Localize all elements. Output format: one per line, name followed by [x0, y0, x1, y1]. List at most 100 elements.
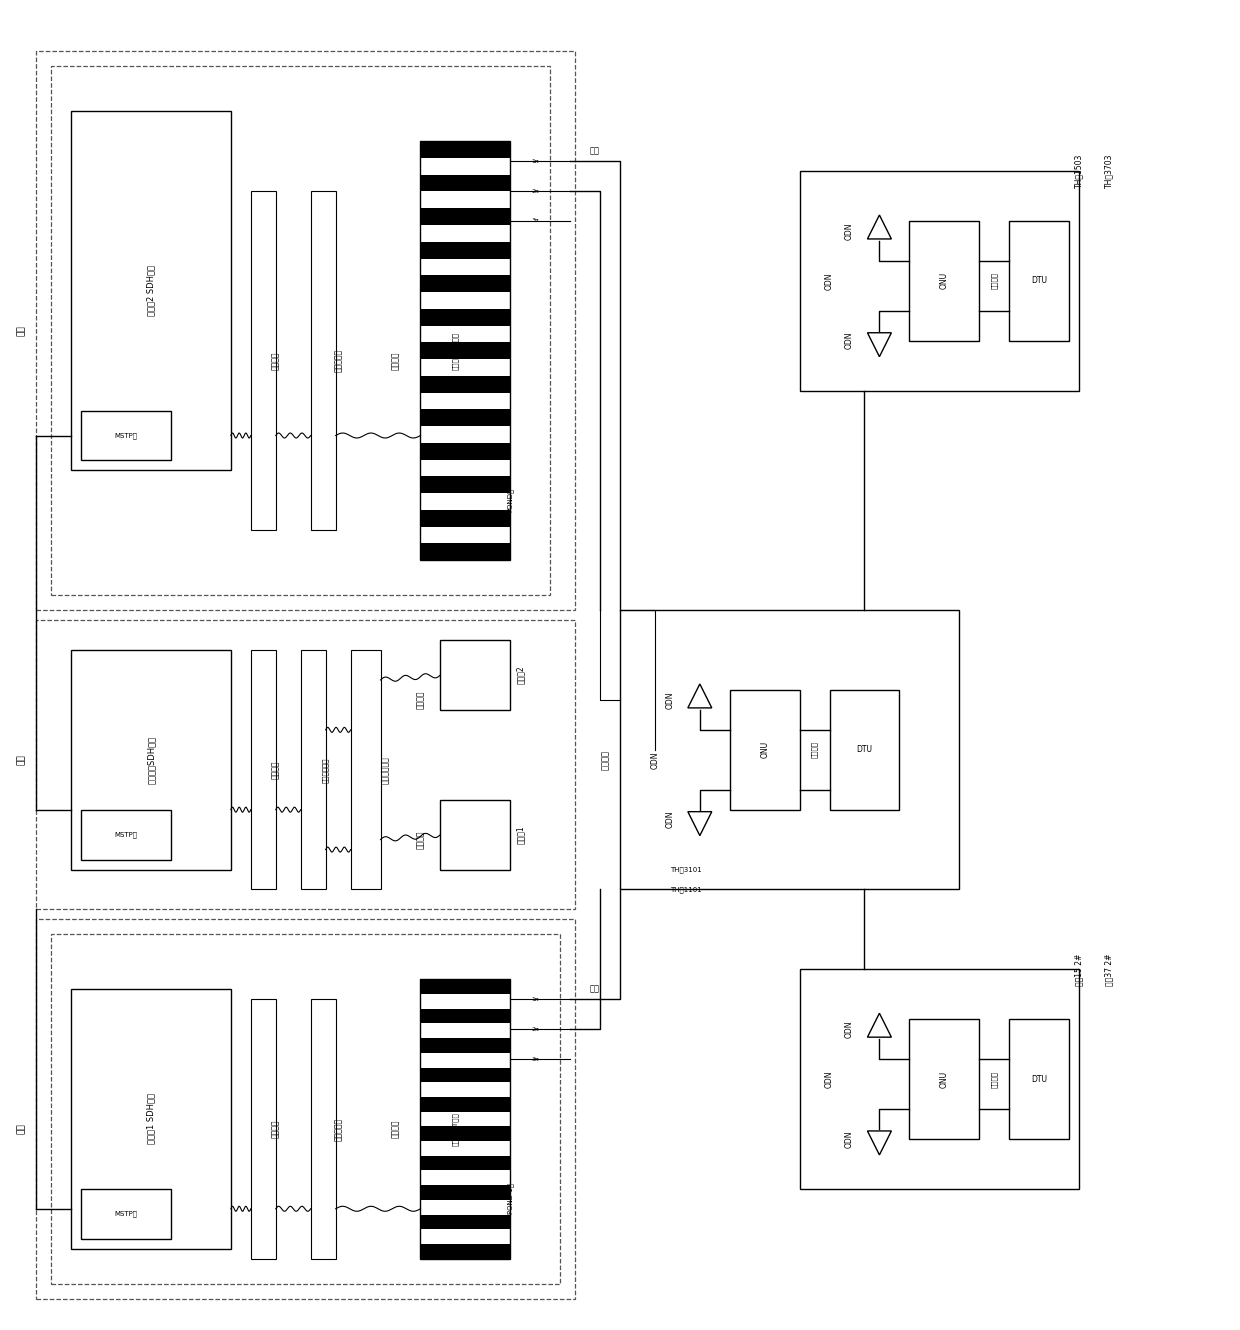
Bar — [71, 650, 231, 870]
Text: 配网主站: 配网主站 — [600, 750, 610, 770]
Bar — [909, 1019, 980, 1138]
Bar — [420, 309, 510, 326]
Text: 1π: 1π — [532, 996, 539, 1001]
Text: ODN: ODN — [825, 1071, 835, 1088]
Text: 以太网线: 以太网线 — [991, 1071, 997, 1088]
Bar — [36, 52, 575, 610]
Bar — [71, 990, 231, 1249]
Text: MSTP机: MSTP机 — [114, 831, 138, 838]
Bar — [420, 476, 510, 493]
Bar — [420, 443, 510, 460]
Text: 服务器2: 服务器2 — [516, 666, 525, 685]
Text: DTU: DTU — [1030, 1075, 1047, 1084]
Text: 以太网线: 以太网线 — [272, 351, 280, 370]
Text: 光纤: 光纤 — [17, 1124, 26, 1134]
Text: 以太网线: 以太网线 — [415, 690, 425, 709]
Bar — [36, 919, 575, 1298]
Text: ONU: ONU — [940, 1071, 949, 1088]
Polygon shape — [688, 684, 712, 708]
Text: 3π: 3π — [531, 218, 539, 223]
Text: TH潮3703: TH潮3703 — [1105, 154, 1114, 189]
Bar — [420, 174, 510, 192]
Text: 2π: 2π — [531, 1027, 539, 1032]
Bar — [620, 610, 960, 890]
Text: 以太网线: 以太网线 — [991, 273, 997, 290]
Text: 新潮37 2#: 新潮37 2# — [1105, 954, 1114, 986]
Text: TH西3101: TH西3101 — [670, 866, 702, 872]
Bar — [420, 1156, 510, 1170]
Text: TH潮1503: TH潮1503 — [1075, 154, 1084, 189]
Bar — [250, 650, 275, 890]
Text: 故障录波设备: 故障录波设备 — [322, 757, 329, 782]
Bar — [420, 342, 510, 359]
Polygon shape — [688, 811, 712, 835]
Text: 1π: 1π — [532, 158, 539, 164]
Bar — [420, 1097, 510, 1112]
Text: 以太网线: 以太网线 — [415, 830, 425, 849]
Bar — [71, 112, 231, 471]
Bar — [420, 242, 510, 258]
Text: 接入路由器: 接入路由器 — [334, 1117, 343, 1141]
Bar — [420, 1244, 510, 1258]
Bar — [51, 935, 560, 1283]
Text: 以太网线: 以太网线 — [272, 1120, 280, 1138]
Text: ODN: ODN — [844, 1130, 854, 1148]
Text: 服务器1: 服务器1 — [516, 826, 525, 845]
Bar — [420, 979, 510, 994]
Polygon shape — [868, 215, 892, 239]
Text: ODN: ODN — [666, 811, 675, 829]
Bar — [81, 411, 171, 460]
Bar — [250, 999, 275, 1258]
Bar — [420, 410, 510, 426]
Bar — [81, 1189, 171, 1238]
Text: 新潮15 2#: 新潮15 2# — [1075, 954, 1084, 986]
Bar — [51, 66, 551, 595]
Text: 以太网线: 以太网线 — [391, 351, 401, 370]
Bar — [420, 1127, 510, 1141]
Text: ODN: ODN — [825, 273, 835, 290]
Text: ODN: ODN — [844, 222, 854, 239]
Text: 以太网线: 以太网线 — [272, 761, 280, 779]
Text: MSTP机: MSTP机 — [114, 432, 138, 439]
Bar — [420, 209, 510, 225]
Bar — [311, 999, 336, 1258]
Text: 光纤: 光纤 — [17, 754, 26, 765]
Bar — [351, 650, 381, 890]
Polygon shape — [868, 1130, 892, 1154]
Polygon shape — [868, 1013, 892, 1037]
Text: DTU: DTU — [1030, 277, 1047, 286]
Text: 湘南变站OLT设备: 湘南变站OLT设备 — [453, 331, 459, 370]
Text: ODN: ODN — [666, 692, 675, 709]
Text: ODN: ODN — [844, 1020, 854, 1037]
Bar — [301, 650, 326, 890]
Bar — [800, 172, 1079, 391]
Text: 接入路由器: 接入路由器 — [334, 348, 343, 372]
Bar — [420, 544, 510, 560]
Bar — [420, 141, 510, 158]
Text: 2π: 2π — [531, 189, 539, 194]
Bar — [909, 221, 980, 340]
Bar — [420, 1214, 510, 1229]
Bar — [1009, 221, 1069, 340]
Bar — [730, 690, 800, 810]
Text: 以太网线: 以太网线 — [811, 741, 818, 758]
Bar — [440, 640, 510, 710]
Bar — [420, 979, 510, 1258]
Bar — [440, 799, 510, 870]
Text: 汇聚点1 SDH设备: 汇聚点1 SDH设备 — [146, 1093, 155, 1145]
Text: ONU: ONU — [760, 741, 769, 758]
Bar — [250, 192, 275, 531]
Text: ODN: ODN — [651, 751, 660, 769]
Bar — [420, 1039, 510, 1053]
Bar — [420, 1008, 510, 1023]
Text: ODN: ODN — [844, 332, 854, 350]
Text: ONU: ONU — [940, 273, 949, 290]
Bar — [420, 376, 510, 392]
Text: 光纤: 光纤 — [590, 984, 600, 994]
Bar — [420, 1185, 510, 1200]
Bar — [311, 192, 336, 531]
Text: DTU: DTU — [857, 745, 873, 754]
Text: MSTP机: MSTP机 — [114, 1210, 138, 1217]
Text: 光纤: 光纤 — [590, 146, 600, 156]
Text: 调度中心SDH设备: 调度中心SDH设备 — [146, 735, 155, 783]
